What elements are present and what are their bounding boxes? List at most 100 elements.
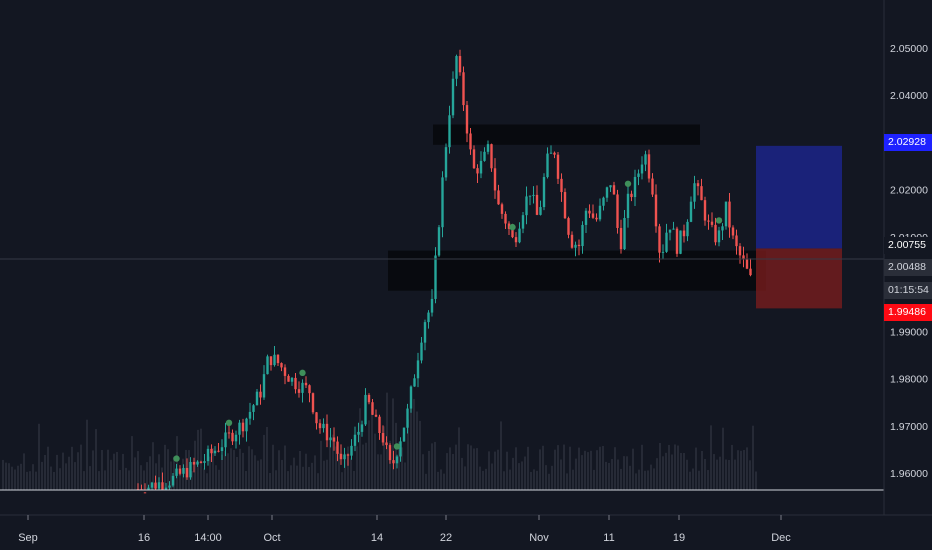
time-tick-label: Nov — [529, 532, 549, 544]
time-tick-label: 22 — [440, 532, 452, 544]
volume-bar — [725, 459, 727, 490]
volume-bar — [8, 463, 10, 490]
volume-bar — [95, 429, 97, 490]
volume-bar — [371, 404, 373, 490]
volume-bar — [581, 455, 583, 490]
candle-body — [483, 151, 486, 161]
volume-bar — [137, 451, 139, 490]
volume-bar — [191, 471, 193, 490]
price-tick-label: 1.96000 — [890, 468, 928, 480]
candle-body — [420, 342, 423, 361]
candle-body — [682, 230, 686, 237]
signal-dot — [509, 223, 516, 231]
resistance-zone — [433, 124, 700, 145]
candle-body — [700, 186, 703, 201]
volume-bar — [62, 452, 64, 490]
volume-bar — [215, 465, 217, 490]
volume-bar — [284, 445, 286, 490]
volume-bar — [335, 446, 337, 490]
volume-bar — [695, 447, 697, 490]
volume-bar — [410, 400, 412, 490]
candle-body — [486, 144, 490, 152]
volume-bar — [629, 465, 631, 490]
candle-body — [679, 230, 682, 254]
volume-bar — [32, 464, 34, 490]
candle-body — [315, 412, 318, 424]
candle-body — [539, 207, 542, 215]
volume-bar — [209, 456, 211, 490]
candle-body — [574, 244, 577, 248]
candle-body — [399, 441, 402, 457]
candle-body — [612, 185, 616, 195]
volume-bar — [233, 450, 235, 490]
volume-bar — [551, 465, 553, 490]
volume-bar — [101, 450, 103, 490]
volume-bar — [734, 459, 736, 490]
volume-bar — [728, 459, 730, 490]
volume-bar — [746, 447, 748, 490]
time-tick-label: 16 — [138, 532, 150, 544]
signal-markers — [173, 180, 723, 462]
volume-bar — [674, 444, 676, 490]
volume-bar — [20, 463, 22, 490]
candle-body — [427, 312, 430, 323]
volume-bar — [698, 470, 700, 490]
candle-body — [231, 432, 234, 442]
candle-body — [735, 235, 738, 247]
signal-dot — [715, 217, 723, 224]
candle-body — [514, 237, 518, 243]
candle-body — [157, 482, 161, 489]
candle-body — [161, 482, 164, 490]
candle-body — [273, 354, 276, 366]
volume-bar — [299, 450, 301, 490]
volume-bar — [365, 442, 367, 490]
candle-body — [570, 234, 574, 248]
time-axis[interactable]: Sep 16 14:00 Oct 14 22 Nov 11 19 Dec — [18, 515, 791, 544]
volume-bar — [512, 457, 514, 490]
volume-bar — [710, 425, 712, 490]
candle-body — [511, 228, 514, 238]
volume-bar — [29, 471, 31, 490]
signal-dot — [393, 443, 401, 450]
volume-bar — [263, 434, 265, 490]
volume-bar — [125, 467, 127, 490]
volume-bar — [194, 440, 196, 490]
volume-bar — [755, 471, 757, 490]
volume-bar — [545, 465, 547, 490]
volume-bar — [134, 457, 136, 490]
volume-bar — [455, 444, 457, 490]
volume-bar — [413, 398, 415, 490]
volume-bar — [383, 426, 385, 490]
volume-bar — [212, 448, 214, 490]
candle-body — [696, 183, 700, 187]
volume-bar — [416, 411, 418, 490]
volume-bar — [347, 446, 349, 490]
candle-body — [567, 218, 570, 235]
candle-body — [689, 201, 693, 222]
volume-bar — [332, 434, 334, 490]
volume-bar — [401, 447, 403, 490]
volume-bar — [218, 469, 220, 490]
volume-bar — [5, 462, 7, 490]
candle-body — [490, 144, 493, 169]
volume-bar — [131, 436, 133, 490]
volume-bar — [491, 463, 493, 490]
candle-body — [448, 115, 451, 148]
volume-bar — [527, 446, 529, 490]
volume-bar — [704, 459, 706, 490]
time-tick-label: Sep — [18, 532, 38, 544]
volume-bar — [110, 459, 112, 490]
volume-bar — [737, 450, 739, 490]
volume-bar — [575, 458, 577, 490]
volume-bar — [113, 453, 115, 490]
candle-body — [171, 475, 175, 486]
candle-body — [430, 298, 434, 313]
candle-body — [521, 215, 525, 229]
volume-bar — [326, 459, 328, 490]
candle-body — [710, 221, 714, 225]
volume-bar — [356, 446, 358, 490]
volume-bar — [464, 466, 466, 490]
candle-body — [392, 460, 395, 464]
candle-body — [217, 450, 220, 452]
